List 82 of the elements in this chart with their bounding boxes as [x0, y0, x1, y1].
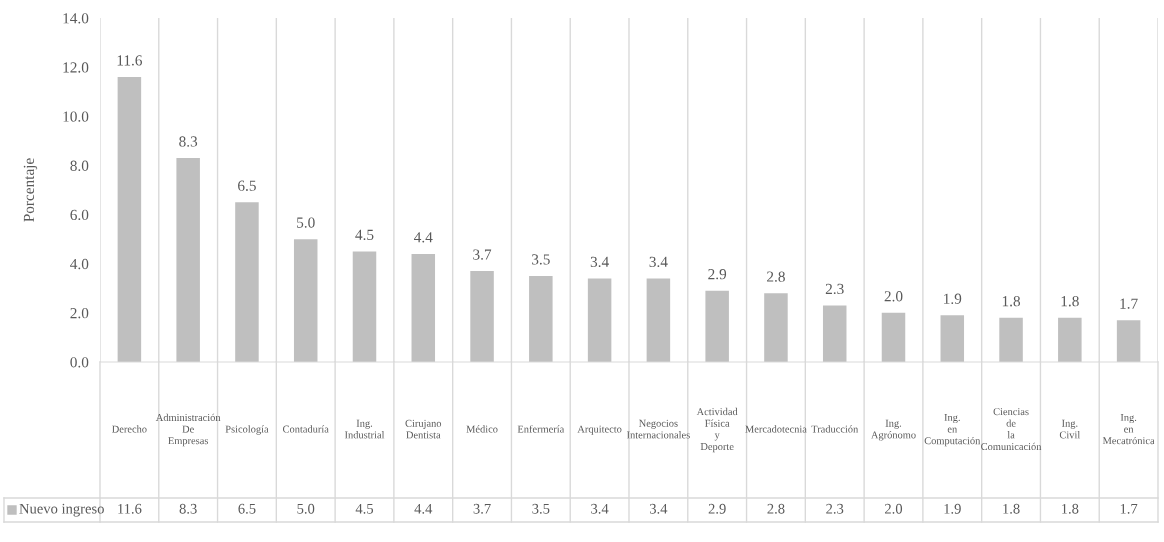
x-tick-label: Administración De Empresas — [155, 413, 221, 447]
x-tick-label: Médico — [466, 425, 498, 433]
bar — [764, 293, 788, 362]
data-label: 5.0 — [297, 503, 315, 514]
x-tick-label: Ing. Civil — [1059, 419, 1081, 439]
y-tick-label: 0.0 — [70, 357, 89, 368]
y-tick-label: 6.0 — [70, 209, 89, 221]
text: 4.4 — [414, 232, 433, 243]
x-tick-label: Ing. Agrónomo — [871, 419, 916, 441]
data-label: 1.8 — [1003, 503, 1020, 514]
bar — [235, 202, 259, 362]
text: 3.7 — [473, 249, 492, 260]
x-tick-label: Ciencias de la Comunicación — [981, 408, 1042, 451]
x-tick-label: Contaduría — [283, 425, 329, 433]
bar — [1116, 320, 1141, 362]
text: 11.6 — [117, 55, 143, 66]
data-label: 8.3 — [179, 503, 197, 514]
text: 5.0 — [297, 217, 315, 228]
bar — [587, 278, 612, 362]
bar — [705, 290, 729, 362]
bar — [999, 317, 1023, 362]
bar — [470, 271, 494, 362]
text: 1.9 — [944, 293, 962, 304]
bar — [176, 158, 200, 362]
y-tick-label: 2.0 — [70, 308, 89, 319]
text: 2.8 — [767, 271, 785, 282]
x-tick-label: Cirujano Dentista — [405, 419, 442, 439]
x-tick-label: Ing. Industrial — [344, 419, 385, 439]
data-label: 2.0 — [885, 503, 903, 514]
text: 2.0 — [884, 291, 903, 302]
x-tick-label: Derecho — [112, 425, 147, 433]
y-tick-label: 4.0 — [70, 258, 89, 270]
data-label: 2.9 — [708, 503, 726, 514]
text: 2.3 — [825, 283, 844, 295]
text: 1.8 — [1002, 296, 1021, 307]
bar — [881, 312, 906, 362]
data-label: 3.5 — [532, 503, 550, 514]
y-tick-label: 12.0 — [63, 62, 89, 73]
text: 3.5 — [532, 254, 550, 265]
bar — [822, 305, 847, 362]
data-label: 1.7 — [1120, 503, 1138, 514]
y-tick-label: 14.0 — [63, 13, 89, 24]
text: 3.4 — [649, 256, 668, 268]
text: 6.5 — [238, 180, 256, 191]
text: 8.3 — [179, 136, 198, 147]
x-tick-label: Mercadotecnia — [745, 425, 807, 433]
x-tick-label: Psicología — [225, 425, 269, 435]
text: 4.5 — [355, 229, 374, 241]
bar — [646, 278, 671, 362]
x-tick-label: Actividad Física y Deporte — [696, 407, 738, 453]
y-tick-label: 10.0 — [63, 111, 89, 122]
x-tick-label: Enfermería — [517, 425, 565, 433]
data-label: 4.4 — [414, 503, 433, 514]
data-label: 2.8 — [767, 503, 785, 514]
x-tick-label: Negocios Internacionales — [626, 419, 690, 439]
y-tick-label: 8.0 — [70, 160, 89, 171]
data-label: 3.4 — [649, 503, 668, 514]
x-tick-label: Ing. en Computación — [924, 414, 981, 447]
bar — [529, 276, 553, 362]
data-label: 4.5 — [355, 503, 374, 514]
x-tick-label: Ing. en Mecatrónica — [1102, 414, 1155, 445]
data-label: 6.5 — [238, 503, 256, 514]
text: 1.7 — [1120, 298, 1138, 309]
data-label: 1.8 — [1062, 503, 1079, 514]
data-label: 11.6 — [118, 503, 142, 514]
bar — [1058, 317, 1082, 362]
bar — [940, 315, 965, 362]
y-axis-title: Porcentaje — [23, 158, 38, 222]
data-label: 2.3 — [826, 503, 844, 514]
legend-label: Nuevo ingreso — [19, 503, 104, 517]
data-label: 1.9 — [944, 503, 961, 514]
text: 2.9 — [708, 269, 727, 280]
bar — [411, 253, 436, 362]
text: 1.8 — [1061, 296, 1079, 307]
text: 3.4 — [590, 256, 609, 268]
bar — [293, 239, 318, 362]
data-label: 3.7 — [473, 503, 491, 514]
bar — [352, 251, 377, 362]
x-tick-label: Traducción — [811, 425, 859, 433]
bar — [117, 76, 142, 362]
x-tick-label: Arquitecto — [577, 425, 622, 435]
data-label: 3.4 — [591, 503, 609, 514]
